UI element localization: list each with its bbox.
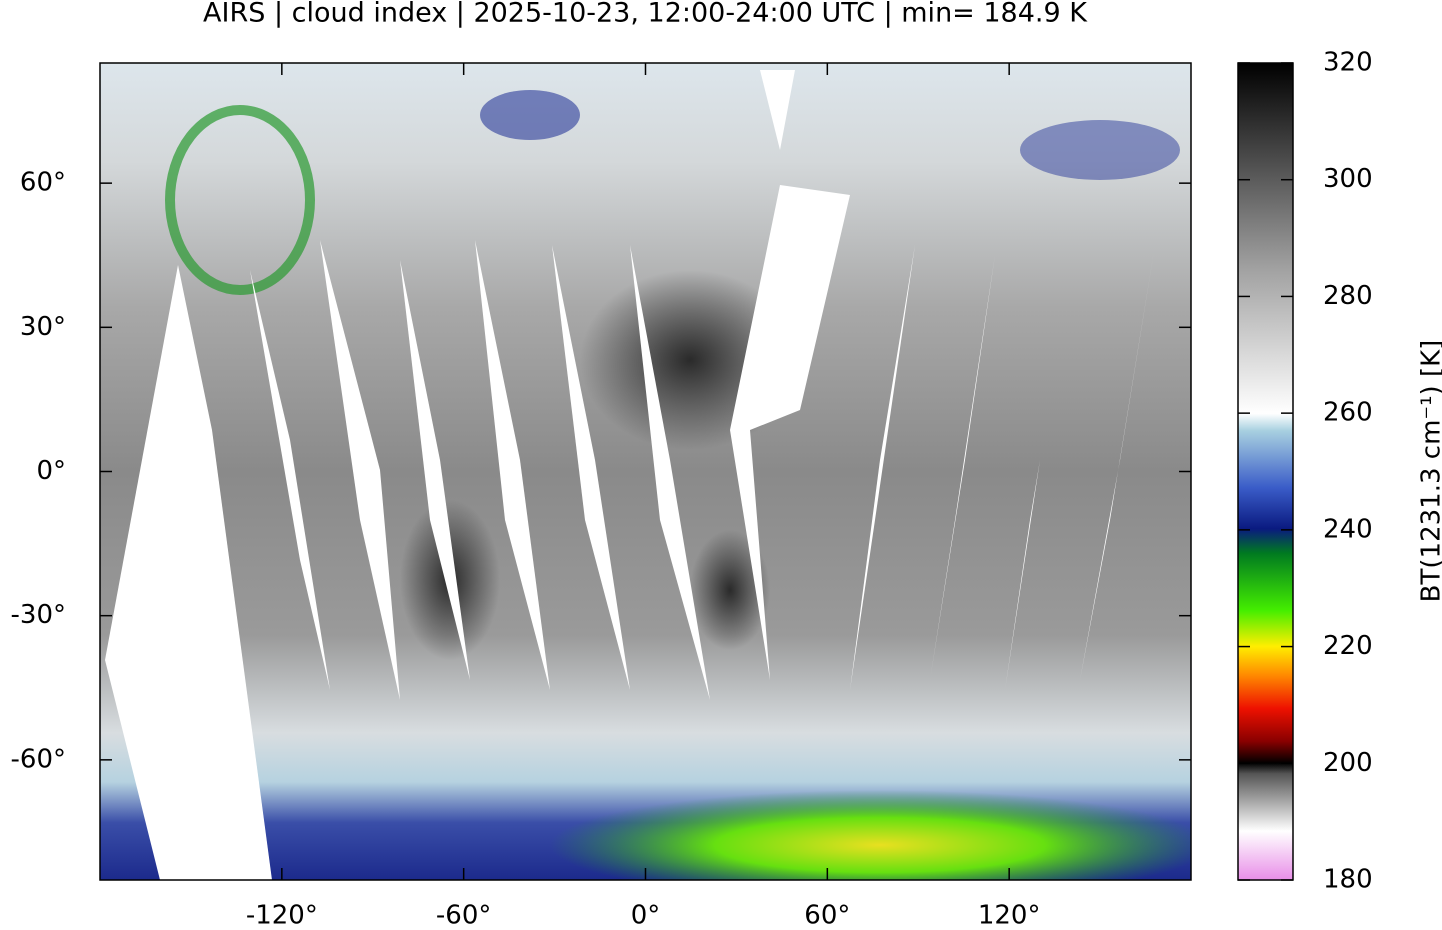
chart-title: AIRS | cloud index | 2025-10-23, 12:00-2… xyxy=(203,0,1088,29)
colorbar-tick-label: 200 xyxy=(1323,748,1373,778)
colorbar-tick-label: 180 xyxy=(1323,865,1373,895)
colorbar-tick-label: 300 xyxy=(1323,164,1373,194)
colorbar-label: BT(1231.3 cm⁻¹) [K] xyxy=(1417,340,1442,603)
colorbar-tick-label: 260 xyxy=(1323,398,1373,428)
x-tick-label: -120° xyxy=(246,901,318,930)
colorbar-tick-label: 320 xyxy=(1323,48,1373,78)
x-tick-label: -60° xyxy=(436,901,491,930)
y-tick-label: 60° xyxy=(20,168,66,198)
x-tick-label: 0° xyxy=(631,901,661,930)
y-tick-label: -60° xyxy=(11,744,66,774)
colorbar-tick-label: 240 xyxy=(1323,514,1373,544)
x-tick-label: 60° xyxy=(804,901,850,930)
x-tick-label: 120° xyxy=(978,901,1041,930)
y-tick-label: 30° xyxy=(20,312,66,342)
map-image xyxy=(100,63,1191,880)
colorbar-tick-label: 280 xyxy=(1323,281,1373,311)
y-tick-label: -30° xyxy=(11,600,66,630)
colorbar xyxy=(1237,62,1294,881)
y-tick-label: 0° xyxy=(36,456,66,486)
colorbar-tick-label: 220 xyxy=(1323,631,1373,661)
